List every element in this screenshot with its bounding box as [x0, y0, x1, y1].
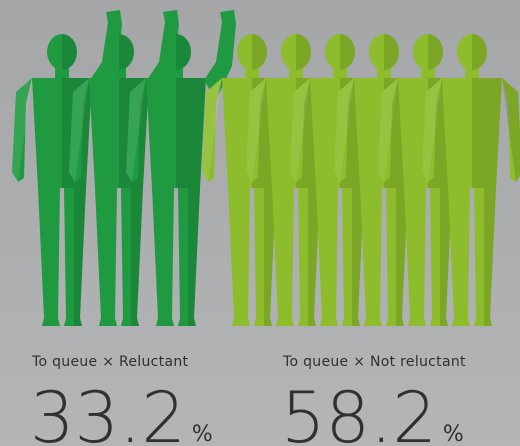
head: [325, 34, 355, 70]
left-arm-light: [12, 78, 32, 182]
head: [237, 34, 267, 70]
head: [457, 34, 487, 70]
head-shade: [296, 34, 311, 70]
right-leg-shade: [131, 188, 143, 326]
labels: To queue × Reluctant 33.2 % To queue × Not …: [30, 354, 466, 446]
head-shade: [62, 34, 77, 70]
left-arm-light: [334, 78, 354, 182]
right-leg: [178, 188, 200, 326]
right-leg-shade: [440, 188, 452, 326]
unit-label: %: [192, 422, 213, 446]
category-label: To queue × Reluctant: [31, 354, 188, 370]
torso: [146, 78, 206, 188]
left-arm-light: [202, 78, 222, 182]
left-arm: [290, 78, 310, 182]
right-leg: [430, 188, 452, 326]
pictogram: [12, 10, 520, 326]
head-shade: [428, 34, 443, 70]
right-leg-shade: [352, 188, 364, 326]
left-leg: [228, 188, 250, 326]
torso: [442, 78, 502, 188]
right-arm-up: [204, 10, 236, 100]
left-leg: [272, 188, 294, 326]
right-leg: [121, 188, 143, 326]
head: [161, 34, 191, 70]
right-leg: [474, 188, 496, 326]
head: [47, 34, 77, 70]
right-leg-shade: [308, 188, 320, 326]
left-arm-light: [126, 78, 146, 182]
right-leg: [298, 188, 320, 326]
head: [369, 34, 399, 70]
figure: [422, 34, 520, 326]
left-leg: [316, 188, 338, 326]
left-leg: [95, 188, 117, 326]
right-leg: [254, 188, 276, 326]
left-leg: [360, 188, 382, 326]
left-arm: [202, 78, 222, 182]
left-arm-light: [246, 78, 266, 182]
left-leg: [404, 188, 426, 326]
left-arm-light: [290, 78, 310, 182]
right-leg: [64, 188, 86, 326]
head-shade: [176, 34, 191, 70]
torso-shade: [472, 78, 502, 188]
left-arm: [334, 78, 354, 182]
right-leg-shade: [264, 188, 276, 326]
left-arm-light: [69, 78, 89, 182]
left-arm-light: [422, 78, 442, 182]
figure: [126, 10, 236, 326]
left-arm: [126, 78, 146, 182]
torso-shade: [176, 78, 206, 188]
right-leg-shade: [188, 188, 200, 326]
head: [104, 34, 134, 70]
right-leg: [386, 188, 408, 326]
right-arm-shade: [502, 78, 520, 182]
left-arm: [12, 78, 32, 182]
right-arm: [502, 78, 520, 182]
value-label: 33.2: [30, 377, 186, 446]
left-arm: [378, 78, 398, 182]
left-arm-light: [378, 78, 398, 182]
right-leg-shade: [396, 188, 408, 326]
head-shade: [119, 34, 134, 70]
head-shade: [340, 34, 355, 70]
head-shade: [252, 34, 267, 70]
head: [281, 34, 311, 70]
right-leg-shade: [74, 188, 86, 326]
left-leg: [448, 188, 470, 326]
left-leg: [38, 188, 60, 326]
left-arm: [246, 78, 266, 182]
head-shade: [384, 34, 399, 70]
left-arm: [69, 78, 89, 182]
category-label: To queue × Not reluctant: [282, 354, 466, 370]
left-arm: [422, 78, 442, 182]
left-leg: [152, 188, 174, 326]
head: [413, 34, 443, 70]
unit-label: %: [443, 422, 464, 446]
right-leg-shade: [484, 188, 496, 326]
head-shade: [472, 34, 487, 70]
value-label: 58.2: [281, 377, 437, 446]
right-leg: [342, 188, 364, 326]
